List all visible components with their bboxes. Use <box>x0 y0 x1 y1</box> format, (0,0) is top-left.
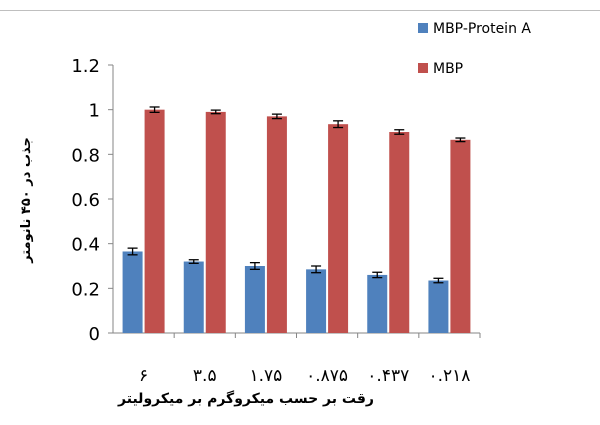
y-axis-label: جذب در ۴۵۰ نانومتر <box>19 137 34 264</box>
bar-mbp-protein-a <box>244 266 265 333</box>
error-bar <box>249 261 260 271</box>
y-tick-label: 1 <box>89 101 100 122</box>
axis-labels: جذب در ۴۵۰ نانومتر رقت بر حسب میکروگرم ب… <box>19 137 374 407</box>
x-tick-label: ۰.۸۷۵ <box>306 366 348 386</box>
error-bar <box>271 113 282 120</box>
x-tick-label: ۶ <box>139 366 148 386</box>
error-bar <box>188 259 199 264</box>
error-bars <box>127 106 466 284</box>
legend-swatch <box>418 63 428 73</box>
bar-mbp <box>389 132 410 333</box>
axes: 0 0.2 0.4 0.6 0.8 1 1.2 ۶ ۳.۵ ۱.۷۵ ۰.۸۷۵ ۰.۴۳۷ ۰.۲۱۸ <box>71 56 481 386</box>
error-bar <box>394 129 405 135</box>
y-tick-label: 0.8 <box>71 145 100 166</box>
y-tick-label: 0 <box>89 324 100 345</box>
x-axis-label: رقت بر حسب میکروگرم بر میکرولیتر <box>117 390 374 407</box>
bar-mbp <box>144 109 165 334</box>
bar-mbp <box>205 111 226 334</box>
legend-swatch <box>418 23 428 33</box>
x-tick-label: ۱.۷۵ <box>250 366 283 386</box>
bar-mbp <box>450 139 471 333</box>
y-tick-label: 0.6 <box>71 190 100 211</box>
error-bar <box>127 247 138 256</box>
bar-mbp-protein-a <box>367 274 388 333</box>
y-tick-label: 0.4 <box>71 235 100 256</box>
bar-mbp-protein-a <box>306 269 327 333</box>
error-bar <box>149 106 160 113</box>
error-bar <box>210 109 221 115</box>
bar-mbp-protein-a <box>183 261 204 333</box>
y-tick-label: 1.2 <box>71 56 100 77</box>
bar-mbp <box>328 124 349 333</box>
bars <box>122 109 471 334</box>
legend-item: MBP <box>418 61 463 77</box>
bar-mbp-protein-a <box>428 280 449 333</box>
legend-item: MBP-Protein A <box>418 21 531 37</box>
bar-mbp <box>266 116 287 333</box>
x-tick-label: ۳.۵ <box>193 366 217 386</box>
y-tick-label: 0.2 <box>71 279 100 300</box>
error-bar <box>333 120 344 129</box>
legend: MBP-Protein A MBP <box>418 21 531 77</box>
error-bar <box>455 137 466 143</box>
x-tick-label: ۰.۲۱۸ <box>428 366 470 386</box>
legend-label: MBP <box>433 61 463 77</box>
error-bar <box>372 271 383 279</box>
error-bar <box>311 265 322 274</box>
top-divider <box>0 10 600 11</box>
error-bar <box>433 277 444 284</box>
bar-mbp-protein-a <box>122 251 143 333</box>
x-tick-label: ۰.۴۳۷ <box>367 366 409 386</box>
legend-label: MBP-Protein A <box>433 21 531 37</box>
